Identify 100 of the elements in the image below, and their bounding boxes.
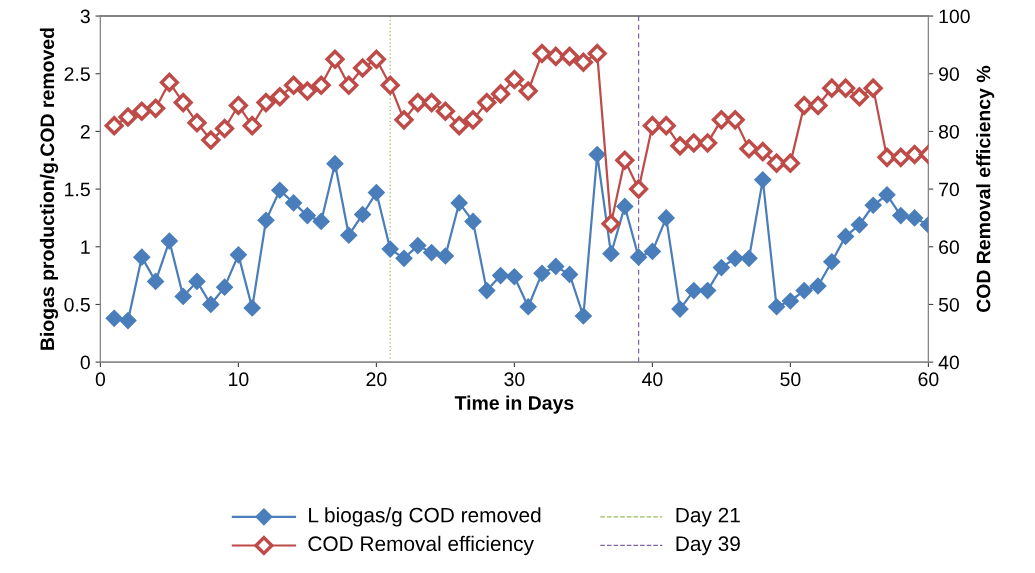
point — [146, 98, 166, 118]
x-tick-label: 40 — [642, 372, 663, 387]
point — [394, 110, 414, 130]
point — [837, 227, 855, 245]
point — [656, 116, 676, 136]
point — [657, 209, 675, 227]
point — [243, 299, 261, 317]
y-tick-label: 1 — [81, 240, 90, 254]
point — [753, 142, 773, 162]
point — [781, 292, 799, 310]
point — [339, 75, 359, 95]
point — [726, 249, 744, 267]
point — [216, 278, 234, 296]
point — [519, 298, 537, 316]
point — [740, 249, 758, 267]
point — [670, 136, 690, 156]
point — [284, 75, 304, 95]
legend-label: COD Removal efficiency — [308, 535, 534, 556]
point — [560, 46, 580, 67]
y2-tick-label: 40 — [938, 355, 959, 370]
point — [409, 237, 427, 255]
point — [449, 116, 469, 136]
point — [822, 78, 842, 98]
point — [712, 258, 730, 277]
point — [601, 214, 621, 234]
point — [547, 257, 565, 275]
point — [173, 92, 193, 113]
point — [836, 78, 856, 98]
point — [477, 92, 497, 113]
point — [561, 265, 579, 284]
x-tick-label: 20 — [366, 372, 387, 387]
legend-label: Day 21 — [676, 507, 740, 527]
point — [518, 81, 538, 101]
x-tick-label: 0 — [95, 372, 106, 387]
point — [849, 87, 869, 107]
point — [340, 226, 358, 244]
y-tick-label: 2.5 — [64, 67, 90, 81]
point — [754, 171, 772, 189]
point — [159, 72, 179, 92]
point — [863, 78, 883, 98]
point — [698, 133, 718, 153]
point — [297, 81, 317, 101]
point — [257, 211, 275, 229]
point — [642, 116, 662, 136]
point — [891, 147, 911, 167]
point — [450, 194, 468, 212]
point — [423, 243, 441, 262]
point — [491, 84, 511, 104]
point — [504, 69, 524, 90]
point — [395, 249, 413, 267]
y-tick-label: 2 — [80, 124, 90, 139]
point — [187, 113, 207, 133]
point — [587, 43, 607, 64]
point — [725, 110, 745, 130]
point — [228, 95, 248, 116]
x-tick-label: 60 — [918, 372, 939, 387]
point — [422, 92, 442, 113]
point — [850, 216, 868, 234]
y-tick-label: 3 — [80, 9, 90, 24]
y2-tick-label: 50 — [938, 297, 959, 312]
point — [532, 43, 552, 64]
point — [892, 207, 910, 225]
point — [104, 116, 124, 136]
point — [588, 145, 606, 164]
point — [147, 272, 165, 290]
y2-tick-label: 80 — [938, 124, 959, 139]
y-tick-label: 0.5 — [64, 297, 90, 312]
point — [354, 205, 372, 224]
point — [311, 75, 331, 95]
point — [201, 130, 221, 150]
point — [906, 209, 924, 227]
point — [366, 49, 386, 69]
point — [780, 153, 800, 173]
x-tick-label: 10 — [229, 372, 249, 387]
point — [215, 118, 235, 139]
x-axis-title: Time in Days — [454, 395, 574, 414]
point — [326, 155, 344, 173]
point — [794, 95, 814, 116]
legend-label: Day 39 — [676, 536, 740, 556]
point — [630, 248, 648, 266]
point — [615, 150, 635, 170]
point — [685, 282, 703, 300]
point — [118, 107, 138, 127]
point — [864, 196, 882, 214]
point — [105, 309, 123, 327]
point — [505, 268, 523, 286]
point — [256, 92, 276, 113]
point — [367, 183, 385, 202]
point — [768, 298, 786, 316]
y2-tick-label: 90 — [939, 67, 959, 81]
point — [671, 300, 689, 318]
point — [160, 232, 178, 250]
point — [174, 287, 192, 305]
point — [285, 194, 303, 212]
point — [711, 110, 731, 130]
point — [699, 282, 717, 300]
point — [573, 52, 593, 72]
legend-label: L biogas/g COD removed — [309, 507, 541, 527]
point — [616, 197, 634, 215]
point — [795, 282, 813, 300]
